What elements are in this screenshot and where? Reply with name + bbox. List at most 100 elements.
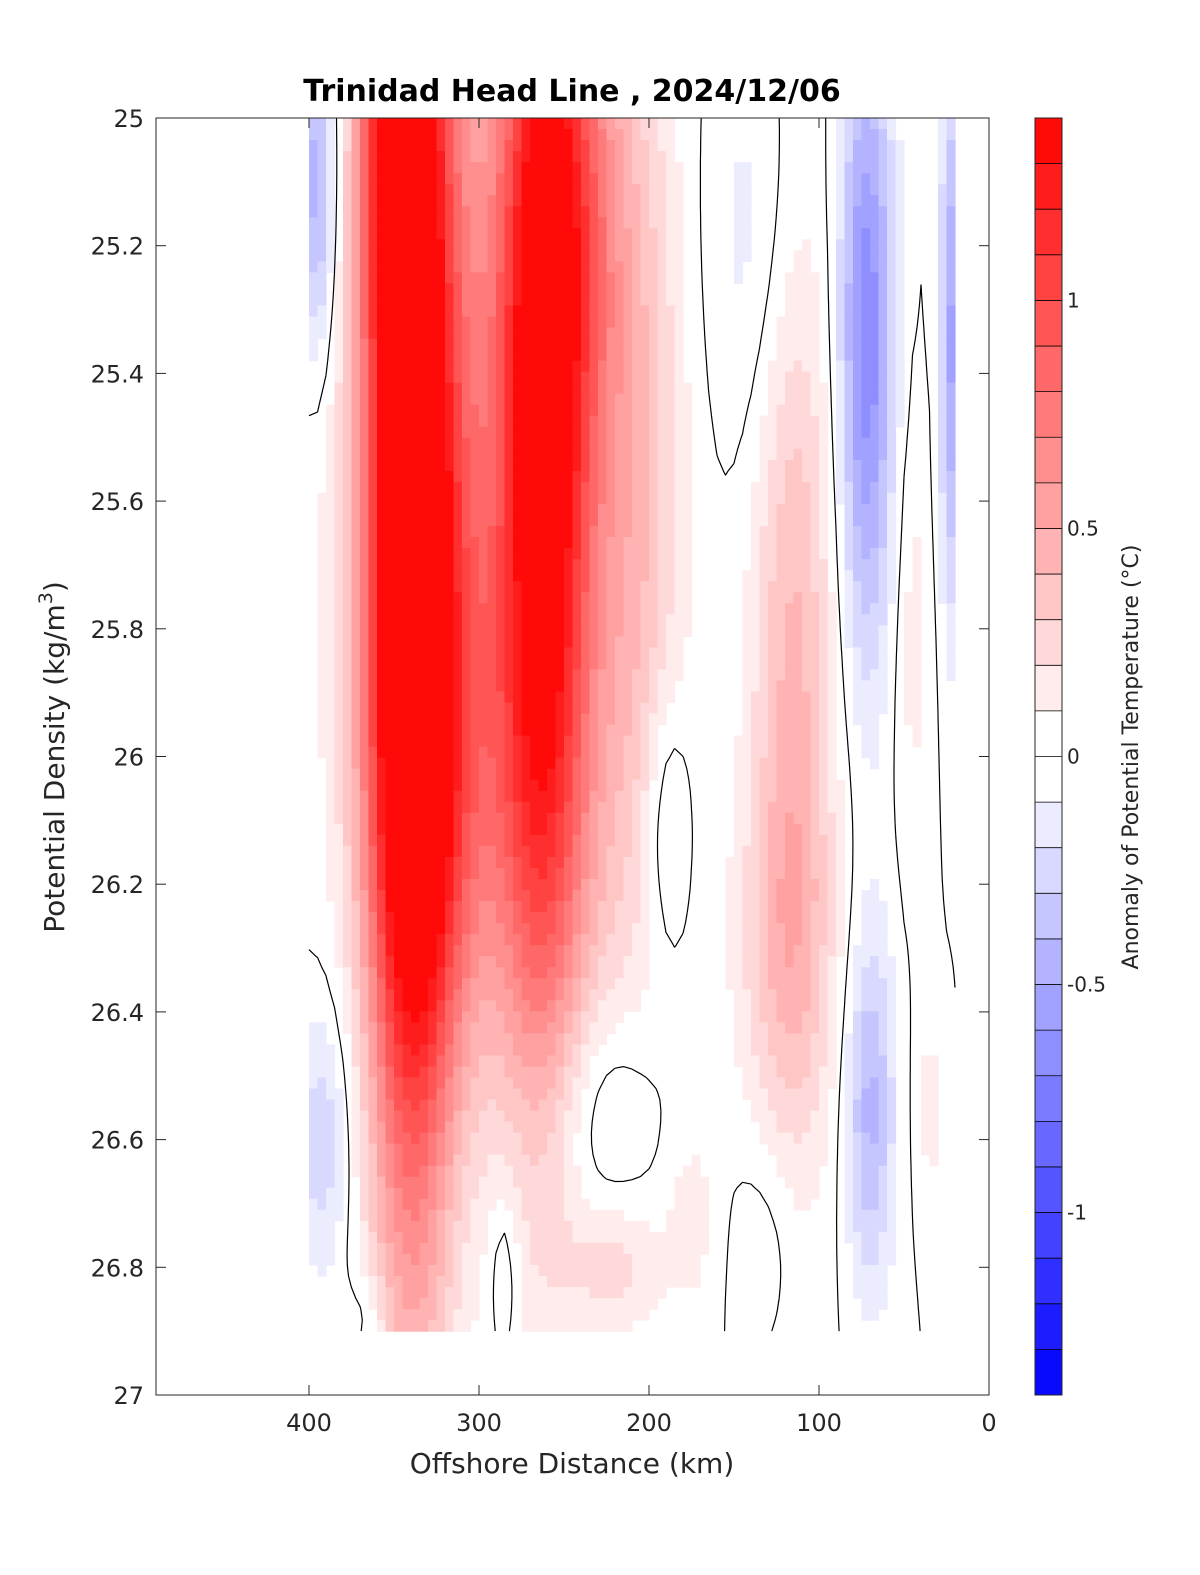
heat-cell	[445, 956, 455, 968]
heat-cell	[572, 1000, 582, 1012]
heat-cell	[810, 305, 820, 318]
heat-cell	[649, 768, 659, 781]
heat-cell	[887, 228, 897, 240]
heat-cell	[351, 437, 361, 450]
heat-cell	[564, 371, 574, 384]
heat-cell	[513, 261, 523, 273]
heat-cell	[759, 470, 769, 483]
heat-cell	[496, 151, 506, 163]
heat-cell	[564, 625, 574, 637]
heat-cell	[504, 1011, 514, 1023]
heat-cell	[785, 492, 795, 505]
heat-cell	[623, 625, 633, 637]
heat-cell	[504, 581, 514, 593]
heat-cell	[394, 162, 404, 174]
heat-cell	[751, 801, 761, 814]
heat-cell	[581, 448, 591, 461]
heat-cell	[623, 459, 633, 472]
heat-cell	[504, 537, 514, 549]
heat-cell	[326, 1077, 336, 1090]
heat-cell	[768, 592, 778, 604]
heat-cell	[496, 393, 506, 406]
heat-cell	[793, 878, 803, 891]
heat-cell	[411, 1011, 421, 1023]
heat-cell	[445, 570, 455, 582]
heat-cell	[428, 912, 438, 924]
heat-cell	[572, 261, 582, 273]
heat-cell	[793, 1033, 803, 1046]
heat-cell	[538, 327, 548, 340]
heat-cell	[853, 537, 863, 549]
heat-cell	[802, 382, 812, 395]
heat-cell	[887, 470, 897, 483]
heat-cell	[810, 989, 820, 1001]
heat-cell	[377, 448, 387, 461]
heat-cell	[632, 691, 642, 704]
heat-cell	[836, 890, 846, 902]
heat-cell	[632, 801, 642, 814]
heat-cell	[836, 492, 846, 505]
heat-cell	[479, 515, 489, 527]
heat-cell	[632, 283, 642, 296]
heat-cell	[598, 360, 608, 373]
heat-cell	[377, 140, 387, 152]
heat-cell	[487, 1066, 497, 1079]
heat-cell	[428, 680, 438, 693]
heat-cell	[946, 426, 956, 439]
heat-cell	[853, 184, 863, 196]
heat-cell	[759, 1066, 769, 1079]
heat-cell	[326, 404, 336, 417]
heat-cell	[819, 559, 829, 571]
heat-cell	[360, 923, 370, 935]
heat-cell	[453, 283, 463, 296]
heat-cell	[640, 625, 650, 637]
heat-cell	[793, 834, 803, 847]
heat-cell	[538, 989, 548, 1001]
heat-cell	[360, 261, 370, 273]
heat-cell	[844, 393, 854, 406]
heat-cell	[623, 636, 633, 648]
heat-cell	[377, 867, 387, 880]
heat-cell	[623, 184, 633, 196]
heat-cell	[632, 316, 642, 329]
heat-cell	[394, 845, 404, 858]
heat-cell	[368, 856, 378, 869]
heat-cell	[895, 250, 905, 262]
heat-cell	[513, 768, 523, 781]
heat-cell	[377, 316, 387, 329]
heat-cell	[343, 845, 353, 858]
heat-cell	[326, 559, 336, 571]
heat-cell	[343, 426, 353, 439]
heat-cell	[861, 901, 871, 913]
heat-cell	[666, 669, 676, 682]
heat-cell	[453, 878, 463, 891]
heat-cell	[776, 735, 786, 748]
heat-cell	[785, 1044, 795, 1057]
heat-cell	[725, 967, 735, 979]
heat-cell	[581, 956, 591, 968]
heat-cell	[317, 515, 327, 527]
heat-cell	[521, 702, 531, 715]
heat-cell	[768, 625, 778, 637]
heat-cell	[802, 349, 812, 362]
heat-cell	[581, 636, 591, 648]
heat-cell	[793, 757, 803, 770]
heat-cell	[776, 537, 786, 549]
heat-cell	[623, 945, 633, 957]
heat-cell	[640, 195, 650, 207]
heat-cell	[385, 470, 395, 483]
heat-cell	[377, 967, 387, 979]
heat-cell	[411, 669, 421, 682]
heat-cell	[861, 956, 871, 968]
heat-cell	[853, 316, 863, 329]
heat-cell	[496, 448, 506, 461]
heat-cell	[802, 757, 812, 770]
heat-cell	[564, 129, 574, 141]
heat-cell	[606, 548, 616, 560]
heat-cell	[768, 570, 778, 582]
heat-cell	[640, 217, 650, 229]
heat-cell	[513, 162, 523, 174]
heat-cell	[853, 393, 863, 406]
heat-cell	[513, 327, 523, 340]
heat-cell	[844, 184, 854, 196]
